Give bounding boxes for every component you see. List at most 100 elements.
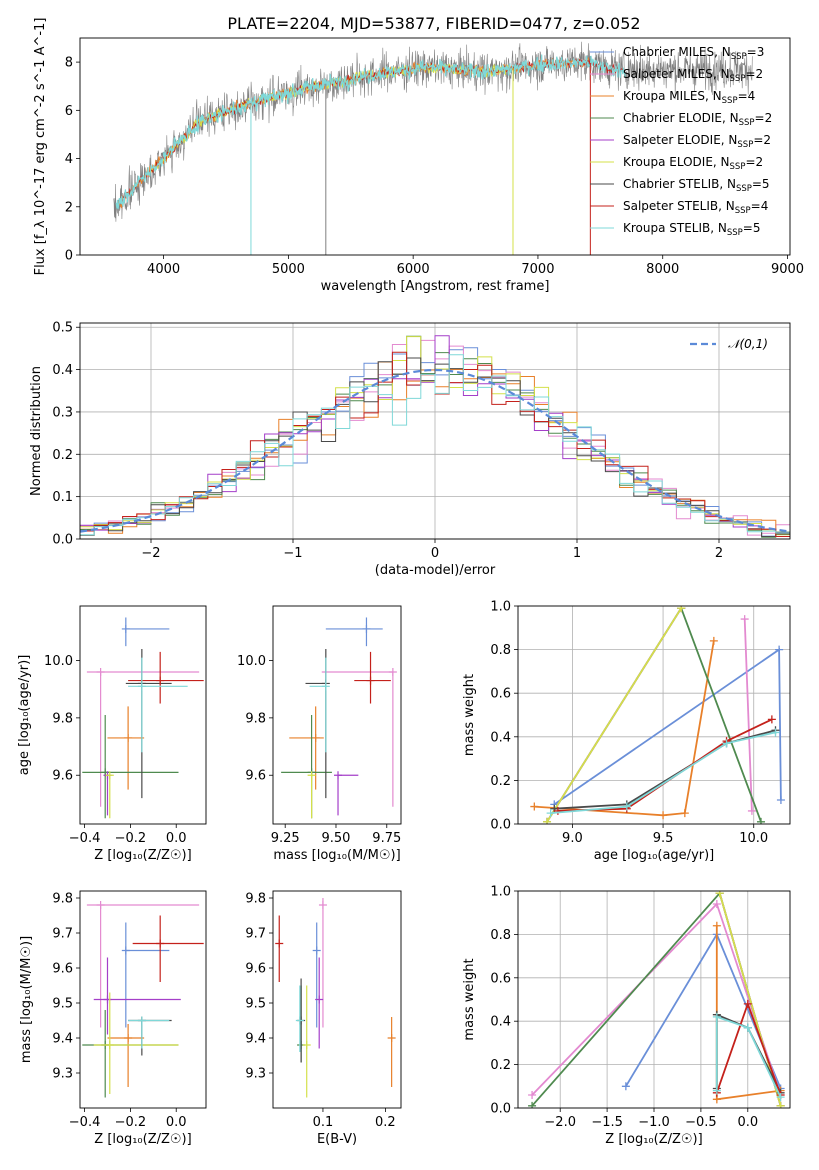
errorbar-point <box>93 992 179 1094</box>
errorbar-point <box>121 617 170 647</box>
legend-model-name: Chabrier ELODIE, N <box>623 111 739 125</box>
y-tick-label: 4 <box>65 152 73 167</box>
y-tick-label: 1.0 <box>490 885 511 900</box>
figure-title: PLATE=2204, MJD=53877, FIBERID=0477, z=0… <box>227 14 640 33</box>
errorbar-point <box>302 985 311 1098</box>
legend-subscript: SSP <box>731 52 747 62</box>
x-axis-label: Z [log₁₀(Z/Z☉)] <box>605 1132 702 1147</box>
data-spectrum-line <box>113 41 753 222</box>
point-marker <box>137 1016 146 1025</box>
x-tick-label: 0 <box>431 546 439 561</box>
massweight_vs_Z-plot-area <box>528 891 785 1108</box>
point-marker <box>387 1034 396 1042</box>
errorbar-point <box>86 901 200 1028</box>
plot-layer: 4000 5000 6000 7000 8000 9000 0 2 4 6 8 wavelength … <box>17 18 804 1147</box>
y-tick-label: 0.4 <box>52 363 73 378</box>
y-tick-label: 10.0 <box>237 654 266 669</box>
x-tick-label: −2.0 <box>544 1115 576 1130</box>
point-marker <box>121 624 130 633</box>
x-tick-label: 9000 <box>771 262 804 277</box>
legend-subscript: SSP <box>735 206 751 216</box>
x-tick-label: 5000 <box>272 262 305 277</box>
point-marker <box>362 624 371 633</box>
x-tick-label: −0.5 <box>685 1115 717 1130</box>
legend-nssp: =4 <box>738 89 756 103</box>
legend-model-name: Salpeter ELODIE, N <box>623 133 737 147</box>
y-tick-label: 9.5 <box>52 997 73 1012</box>
x-tick-label: 2 <box>715 546 723 561</box>
x-tick-label: −1.5 <box>591 1115 623 1130</box>
errorbar-point <box>128 657 188 753</box>
y-axis-label: mass [log₁₀(M/M☉)] <box>19 936 34 1063</box>
legend-entry: 𝒩(0,1) <box>728 337 768 351</box>
errorbar-point <box>128 651 204 704</box>
point-marker <box>156 676 165 685</box>
mass_vs_ebv-panel: 0.1 0.2 9.3 9.4 9.5 9.6 9.7 9.8 E(B-V) <box>245 890 402 1147</box>
legend-subscript: SSP <box>727 228 743 238</box>
series-line <box>743 619 753 811</box>
x-tick-label: 7000 <box>521 262 554 277</box>
x-tick-label: 9.5 <box>653 831 674 846</box>
y-tick-label: 8 <box>65 56 73 71</box>
x-axis-label: E(B-V) <box>317 1132 357 1147</box>
point-marker <box>121 946 130 955</box>
x-tick-label: 6000 <box>397 262 430 277</box>
y-tick-label: 9.6 <box>245 769 266 784</box>
point-marker <box>295 1016 304 1025</box>
series-line <box>715 1015 782 1098</box>
mass_vs_ebv-plot-area <box>275 898 396 1098</box>
point-marker <box>124 733 133 742</box>
legend-entry: Kroupa MILES, NSSP=4 <box>623 89 755 106</box>
series-marker <box>621 1082 630 1091</box>
errorbar-point <box>128 1016 170 1049</box>
x-axis-label: age [log₁₀(age/yr)] <box>594 848 715 863</box>
x-tick-label: 9.0 <box>562 831 583 846</box>
y-tick-label: 0.0 <box>490 1102 511 1117</box>
legend-nssp: =2 <box>755 111 773 125</box>
series-line <box>625 932 782 1089</box>
point-marker <box>124 1034 133 1042</box>
errorbar-point <box>275 915 284 982</box>
series-marker <box>776 796 785 805</box>
series-marker <box>712 921 721 930</box>
y-tick-label: 6 <box>65 104 73 119</box>
x-tick-label: 9.75 <box>372 831 401 846</box>
series-marker <box>528 1090 537 1099</box>
series-line <box>715 1001 782 1096</box>
y-tick-label: 2 <box>65 200 73 215</box>
y-tick-label: 9.4 <box>52 1032 73 1047</box>
x-tick-label: 10.0 <box>739 831 768 846</box>
legend-model-name: Kroupa MILES, N <box>623 89 722 103</box>
y-tick-label: 0.3 <box>52 405 73 420</box>
normal-curve <box>80 368 790 533</box>
point-marker <box>312 946 321 955</box>
legend-entry: Salpeter ELODIE, NSSP=2 <box>623 133 771 150</box>
series-marker <box>767 715 776 724</box>
series-marker <box>530 802 539 811</box>
legend-nssp: =5 <box>752 177 770 191</box>
y-tick-label: 9.4 <box>245 1032 266 1047</box>
legend-model-name: Kroupa ELODIE, N <box>623 155 730 169</box>
legend-nssp: =2 <box>745 67 763 81</box>
massweight_vs_age-panel: 9.0 9.5 10.0 0.0 0.2 0.4 0.6 0.8 1.0 age [log₁₀(a… <box>462 600 791 863</box>
legend-model-name: Chabrier MILES, N <box>623 45 731 59</box>
x-tick-label: 9.25 <box>271 831 300 846</box>
point-marker <box>311 733 320 742</box>
legend-subscript: SSP <box>736 184 752 194</box>
point-marker <box>96 901 105 909</box>
y-tick-label: 0.4 <box>490 730 511 745</box>
y-tick-label: 9.6 <box>245 962 266 977</box>
y-tick-label: 9.3 <box>245 1067 266 1082</box>
errorbar-point <box>107 1024 145 1087</box>
errorbar-point <box>82 1010 179 1098</box>
x-tick-label: −0.4 <box>69 831 101 846</box>
legend-model-name: Salpeter STELIB, N <box>623 199 735 213</box>
point-marker <box>366 676 375 685</box>
errorbar-point <box>315 957 324 1049</box>
y-tick-label: 9.3 <box>52 1067 73 1082</box>
errorbar-point <box>121 922 170 1028</box>
series-line <box>715 1013 782 1094</box>
legend-subscript: SSP <box>737 140 753 150</box>
errorbar-point <box>312 922 321 1028</box>
errorbar-point <box>354 651 391 704</box>
